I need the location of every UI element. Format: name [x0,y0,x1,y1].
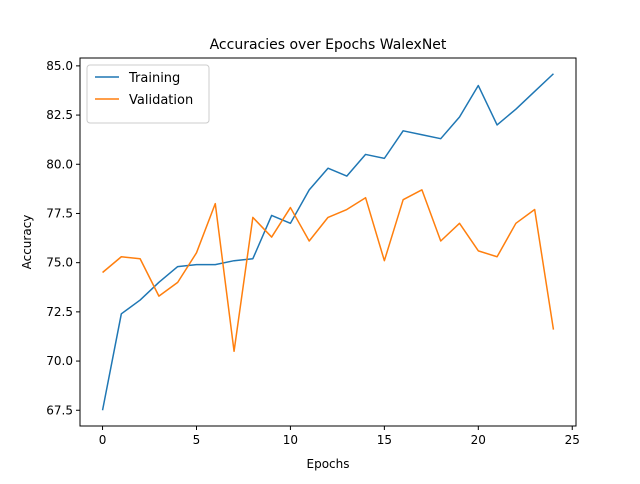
y-tick-label: 70.0 [46,354,73,368]
y-tick-label: 67.5 [46,403,73,417]
y-axis-label: Accuracy [20,215,34,270]
y-tick-label: 72.5 [46,305,73,319]
x-axis-label: Epochs [307,457,350,471]
legend: Training Validation [87,65,209,123]
y-tick-label: 85.0 [46,59,73,73]
y-tick-label: 82.5 [46,108,73,122]
x-tick-label: 0 [99,433,107,447]
x-tick-label: 20 [471,433,486,447]
x-tick-label: 5 [193,433,201,447]
legend-label-training: Training [128,71,180,86]
legend-label-validation: Validation [129,93,193,108]
x-tick-label: 15 [377,433,392,447]
y-tick-label: 77.5 [46,206,73,220]
chart-title: Accuracies over Epochs WalexNet [210,37,447,53]
x-tick-label: 10 [283,433,298,447]
y-tick-label: 75.0 [46,256,73,270]
x-tick-label: 25 [565,433,580,447]
y-tick-label: 80.0 [46,157,73,171]
